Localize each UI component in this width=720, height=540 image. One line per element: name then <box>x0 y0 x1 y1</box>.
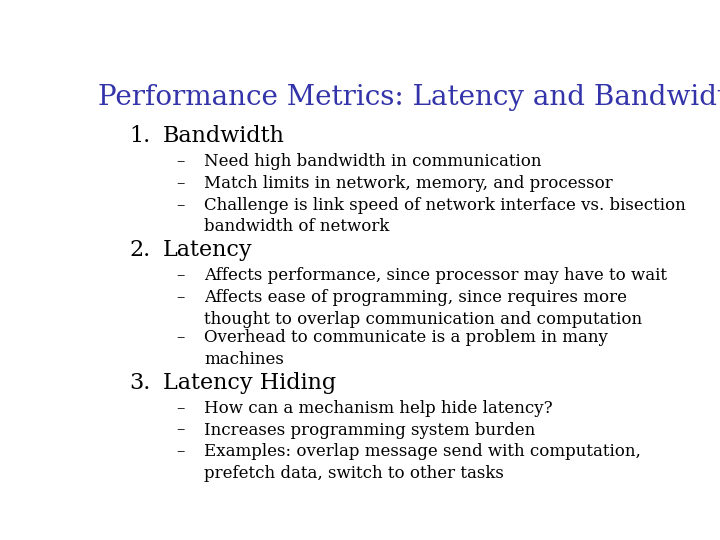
Text: How can a mechanism help hide latency?: How can a mechanism help hide latency? <box>204 400 553 417</box>
Text: Need high bandwidth in communication: Need high bandwidth in communication <box>204 153 542 170</box>
Text: –: – <box>176 267 185 284</box>
Text: –: – <box>176 175 185 192</box>
Text: Latency: Latency <box>163 239 252 261</box>
Text: Examples: overlap message send with computation,: Examples: overlap message send with comp… <box>204 443 642 460</box>
Text: –: – <box>176 443 185 460</box>
Text: 1.: 1. <box>129 125 150 147</box>
Text: thought to overlap communication and computation: thought to overlap communication and com… <box>204 310 642 328</box>
Text: 3.: 3. <box>129 372 150 394</box>
Text: –: – <box>176 289 185 306</box>
Text: Overhead to communicate is a problem in many: Overhead to communicate is a problem in … <box>204 329 608 346</box>
Text: Latency Hiding: Latency Hiding <box>163 372 336 394</box>
Text: Challenge is link speed of network interface vs. bisection: Challenge is link speed of network inter… <box>204 197 686 214</box>
Text: –: – <box>176 329 185 346</box>
Text: Bandwidth: Bandwidth <box>163 125 284 147</box>
Text: 2.: 2. <box>129 239 150 261</box>
Text: prefetch data, switch to other tasks: prefetch data, switch to other tasks <box>204 465 504 482</box>
Text: machines: machines <box>204 351 284 368</box>
Text: –: – <box>176 153 185 170</box>
Text: Affects ease of programming, since requires more: Affects ease of programming, since requi… <box>204 289 627 306</box>
Text: Affects performance, since processor may have to wait: Affects performance, since processor may… <box>204 267 667 284</box>
Text: Performance Metrics: Latency and Bandwidth: Performance Metrics: Latency and Bandwid… <box>99 84 720 111</box>
Text: bandwidth of network: bandwidth of network <box>204 218 390 235</box>
Text: –: – <box>176 197 185 214</box>
Text: –: – <box>176 400 185 417</box>
Text: –: – <box>176 422 185 438</box>
Text: Increases programming system burden: Increases programming system burden <box>204 422 536 438</box>
Text: Match limits in network, memory, and processor: Match limits in network, memory, and pro… <box>204 175 613 192</box>
